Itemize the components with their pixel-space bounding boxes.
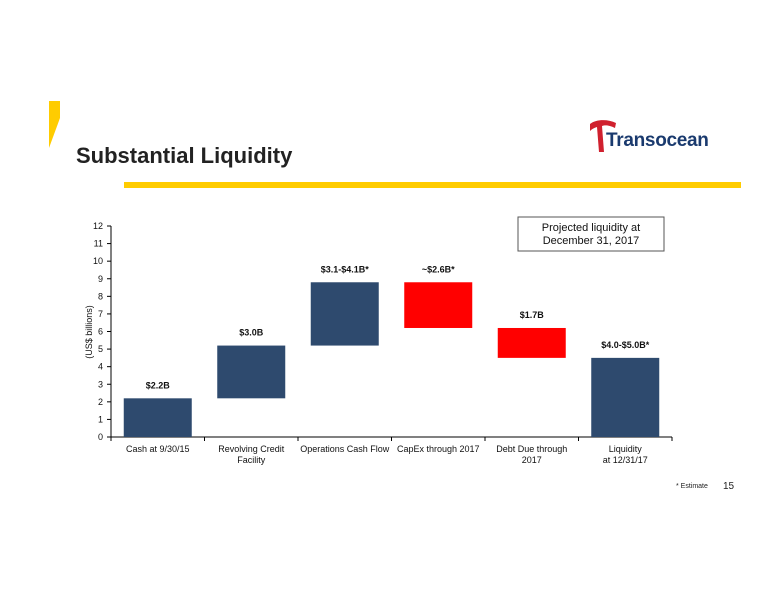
page-number: 15 — [723, 481, 735, 492]
bar — [217, 345, 286, 399]
accent-triangle — [49, 101, 60, 148]
y-tick-label: 2 — [98, 397, 103, 407]
y-tick-label: 9 — [98, 274, 103, 284]
x-tick-label: Cash at 9/30/15 — [126, 444, 190, 454]
logo-wordmark: Transocean — [606, 130, 709, 151]
y-tick-label: 4 — [98, 362, 103, 372]
accent-shape — [49, 101, 60, 148]
y-tick-label: 5 — [98, 344, 103, 354]
y-tick-label: 7 — [98, 309, 103, 319]
y-tick-label: 1 — [98, 414, 103, 424]
bar — [591, 357, 660, 437]
callout-box — [517, 216, 665, 252]
transocean-logo: Transocean — [588, 118, 738, 154]
data-label: $4.0-$5.0B* — [601, 340, 650, 350]
data-label: $2.2B — [146, 380, 171, 390]
y-tick-label: 0 — [98, 432, 103, 442]
y-tick-label: 10 — [93, 256, 103, 266]
y-axis-label: (US$ billions) — [84, 305, 94, 359]
y-tick-label: 11 — [94, 239, 103, 249]
title-underline — [124, 182, 741, 188]
y-tick-label: 6 — [98, 327, 103, 337]
bar — [404, 282, 473, 328]
x-tick-label: CapEx through 2017 — [397, 444, 480, 454]
data-label: $3.1-$4.1B* — [321, 264, 370, 274]
x-tick-label: Debt Due through 2017 — [496, 444, 567, 465]
y-tick-label: 12 — [93, 221, 103, 231]
y-tick-label: 3 — [98, 379, 103, 389]
logo-t-icon — [590, 120, 616, 152]
bar — [310, 282, 379, 346]
x-tick-label: Operations Cash Flow — [300, 444, 390, 454]
slide-title: Substantial Liquidity — [76, 143, 293, 168]
bar — [123, 398, 192, 437]
data-label: $3.0B — [239, 328, 264, 338]
y-tick-label: 8 — [98, 291, 103, 301]
footnote: * Estimate — [676, 483, 708, 490]
x-tick-label: Revolving Credit Facility — [218, 444, 285, 465]
x-tick-label: Liquidity at 12/31/17 — [603, 444, 648, 465]
callout-text: Projected liquidity at December 31, 2017 — [542, 222, 640, 247]
bar — [497, 327, 566, 358]
data-label: ~$2.6B* — [422, 264, 455, 274]
data-label: $1.7B — [520, 310, 545, 320]
